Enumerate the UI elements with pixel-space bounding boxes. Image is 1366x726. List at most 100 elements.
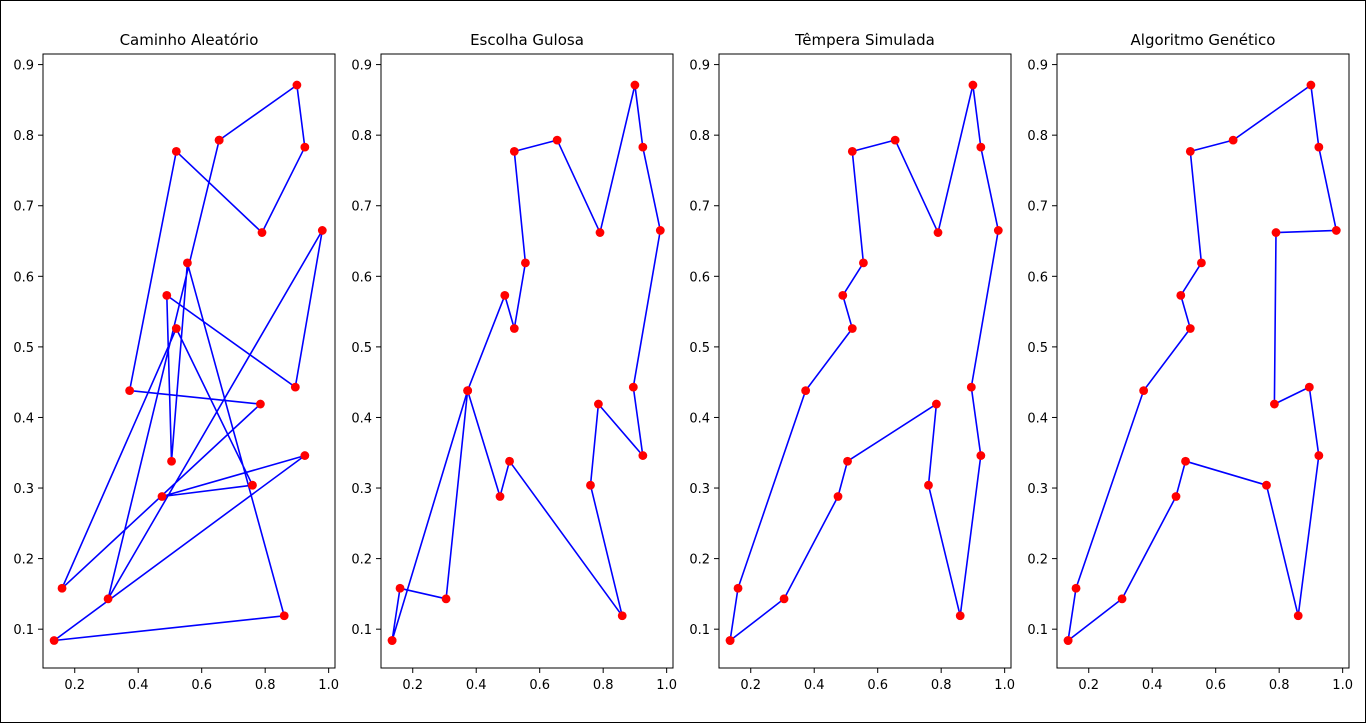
y-tick-label: 0.6 (689, 270, 710, 285)
city-point (441, 594, 451, 604)
x-tick-label: 0.8 (255, 678, 276, 693)
city-point (595, 228, 605, 237)
city-point (552, 135, 562, 145)
city-point (57, 583, 67, 593)
city-point (617, 611, 627, 621)
y-tick-label: 0.7 (689, 200, 710, 215)
city-point (594, 399, 603, 409)
y-tick-label: 0.5 (13, 341, 34, 356)
city-point (171, 324, 181, 333)
city-point (279, 611, 289, 621)
axes-frame (42, 53, 336, 669)
y-tick-label: 0.1 (351, 623, 372, 638)
city-point (630, 80, 640, 90)
x-tick-label: 0.4 (1142, 678, 1163, 693)
city-point (1306, 80, 1316, 90)
city-point (833, 492, 843, 501)
y-tick-label: 0.3 (1027, 482, 1048, 497)
city-point (968, 80, 978, 90)
city-point (1071, 583, 1081, 593)
y-tick-label: 0.2 (351, 553, 372, 568)
y-tick-label: 0.5 (351, 341, 372, 356)
chart-title: Têmpera Simulada (794, 31, 935, 49)
city-point (214, 135, 224, 145)
city-point (1185, 146, 1195, 156)
city-point (157, 492, 167, 501)
city-point (1171, 492, 1181, 501)
city-point (733, 583, 743, 593)
city-point (1314, 451, 1324, 460)
y-tick-label: 0.4 (351, 411, 372, 426)
city-point (171, 146, 181, 156)
city-point (847, 324, 857, 333)
city-point (290, 382, 300, 392)
x-tick-label: 0.4 (128, 678, 149, 693)
city-point (505, 456, 514, 466)
y-tick-label: 0.1 (689, 623, 710, 638)
city-point (924, 480, 933, 490)
city-point (890, 135, 900, 145)
city-point (801, 386, 811, 396)
axes-frame (1056, 53, 1350, 669)
x-tick-label: 1.0 (994, 678, 1015, 693)
tour-line (1067, 84, 1338, 642)
y-tick-label: 0.6 (351, 270, 372, 285)
city-point (955, 611, 965, 621)
city-point (1271, 228, 1281, 237)
tour-line (53, 84, 324, 642)
y-tick-label: 0.8 (1027, 129, 1048, 144)
y-tick-label: 0.8 (13, 129, 34, 144)
city-point (248, 480, 257, 490)
city-point (387, 636, 397, 645)
city-point (933, 228, 943, 237)
chart-title: Caminho Aleatório (120, 31, 259, 49)
city-point (638, 451, 648, 460)
x-tick-label: 0.2 (402, 678, 423, 693)
y-tick-label: 0.9 (351, 59, 372, 74)
x-tick-label: 0.8 (931, 678, 952, 693)
tour-line (729, 84, 1000, 642)
y-tick-label: 0.1 (13, 623, 34, 638)
city-point (976, 142, 986, 152)
city-point (966, 382, 976, 392)
city-point (300, 142, 310, 152)
city-point (1181, 456, 1190, 466)
city-point (1270, 399, 1279, 409)
chart-panel-4: Algoritmo Genético 0.2 0.4 0.6 0.8 1.0 0.1 0.2 0… (1027, 31, 1353, 693)
chart-panel-3: Têmpera Simulada 0.2 0.4 0.6 0.8 1.0 0.1 0.2 0.3… (689, 31, 1015, 693)
city-point (843, 456, 852, 466)
city-point (1117, 594, 1127, 604)
city-point (1185, 324, 1195, 333)
city-point (1197, 258, 1206, 268)
city-point (976, 451, 986, 460)
city-point (1293, 611, 1303, 621)
y-tick-label: 0.3 (351, 482, 372, 497)
x-tick-label: 0.6 (191, 678, 212, 693)
y-tick-label: 0.7 (351, 200, 372, 215)
y-tick-label: 0.3 (13, 482, 34, 497)
x-tick-label: 0.8 (593, 678, 614, 693)
city-point (49, 636, 59, 645)
y-tick-label: 0.7 (1027, 200, 1048, 215)
city-point (859, 258, 868, 268)
y-tick-label: 0.9 (1027, 59, 1048, 74)
city-point (779, 594, 789, 604)
city-point (638, 142, 648, 152)
city-point (1063, 636, 1073, 645)
city-point (395, 583, 405, 593)
city-point (183, 258, 192, 268)
x-tick-label: 1.0 (656, 678, 677, 693)
city-point (162, 290, 172, 300)
city-point (838, 290, 848, 300)
city-point (509, 146, 519, 156)
x-tick-label: 0.6 (867, 678, 888, 693)
x-tick-label: 0.4 (804, 678, 825, 693)
tour-line (391, 84, 662, 641)
y-tick-label: 0.3 (689, 482, 710, 497)
city-point (103, 594, 113, 604)
city-point (317, 226, 327, 235)
city-point (655, 226, 665, 235)
city-point (500, 290, 510, 300)
chart-title: Escolha Gulosa (470, 31, 584, 49)
